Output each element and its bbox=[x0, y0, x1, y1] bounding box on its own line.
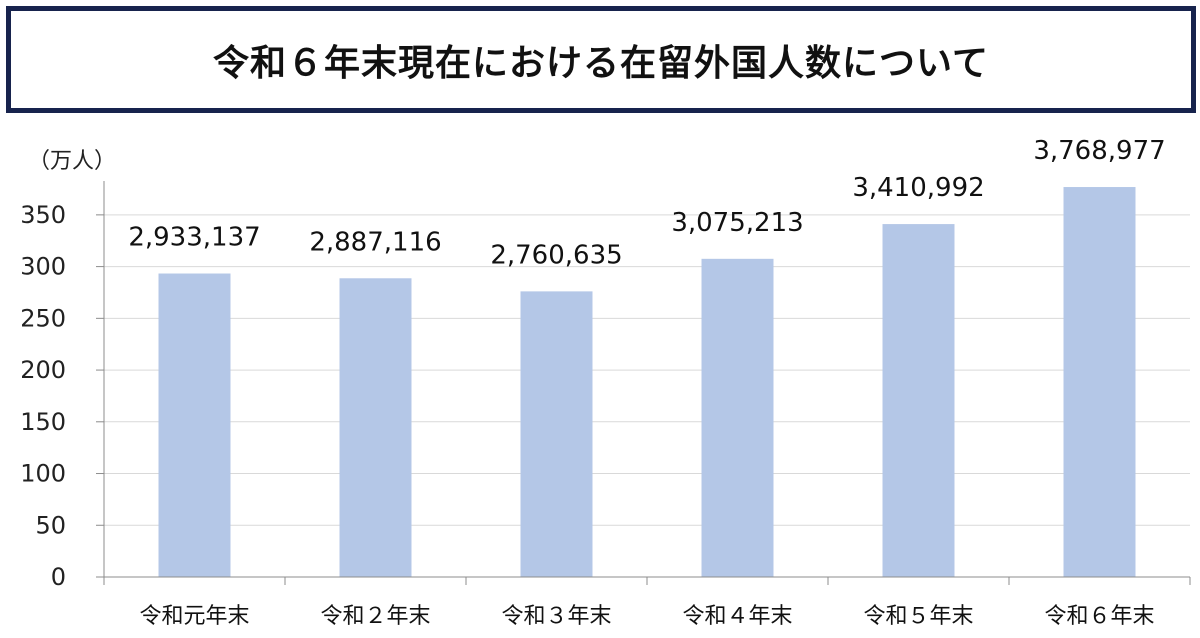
bar bbox=[882, 224, 955, 577]
data-label: 2,887,116 bbox=[309, 227, 441, 257]
bar bbox=[1063, 187, 1136, 578]
y-axis-unit-label: （万人） bbox=[28, 149, 116, 174]
y-tick-label: 200 bbox=[20, 356, 66, 384]
y-tick-label: 250 bbox=[20, 304, 66, 332]
x-category-label: 令和５年末 bbox=[863, 604, 973, 629]
x-category-label: 令和３年末 bbox=[501, 604, 611, 629]
y-tick-label: 0 bbox=[51, 563, 66, 591]
data-label: 2,933,137 bbox=[128, 223, 260, 253]
bar bbox=[158, 273, 231, 577]
chart-title-box: 令和６年末現在における在留外国人数について bbox=[6, 6, 1196, 113]
y-tick-label: 100 bbox=[20, 460, 66, 488]
bar bbox=[520, 291, 593, 577]
y-tick-label: 50 bbox=[35, 511, 66, 539]
chart-title: 令和６年末現在における在留外国人数について bbox=[213, 42, 989, 84]
bar bbox=[701, 258, 774, 577]
y-tick-label: 350 bbox=[20, 201, 66, 229]
x-category-label: 令和６年末 bbox=[1044, 604, 1154, 629]
data-label: 3,768,977 bbox=[1033, 136, 1165, 166]
y-tick-label: 300 bbox=[20, 253, 66, 281]
x-category-label: 令和２年末 bbox=[320, 604, 430, 629]
bar bbox=[339, 278, 412, 577]
y-tick-label: 150 bbox=[20, 408, 66, 436]
data-label: 3,075,213 bbox=[671, 208, 803, 238]
data-label: 2,760,635 bbox=[490, 240, 622, 270]
x-category-label: 令和元年末 bbox=[139, 604, 249, 629]
x-category-label: 令和４年末 bbox=[682, 604, 792, 629]
data-label: 3,410,992 bbox=[852, 173, 984, 203]
